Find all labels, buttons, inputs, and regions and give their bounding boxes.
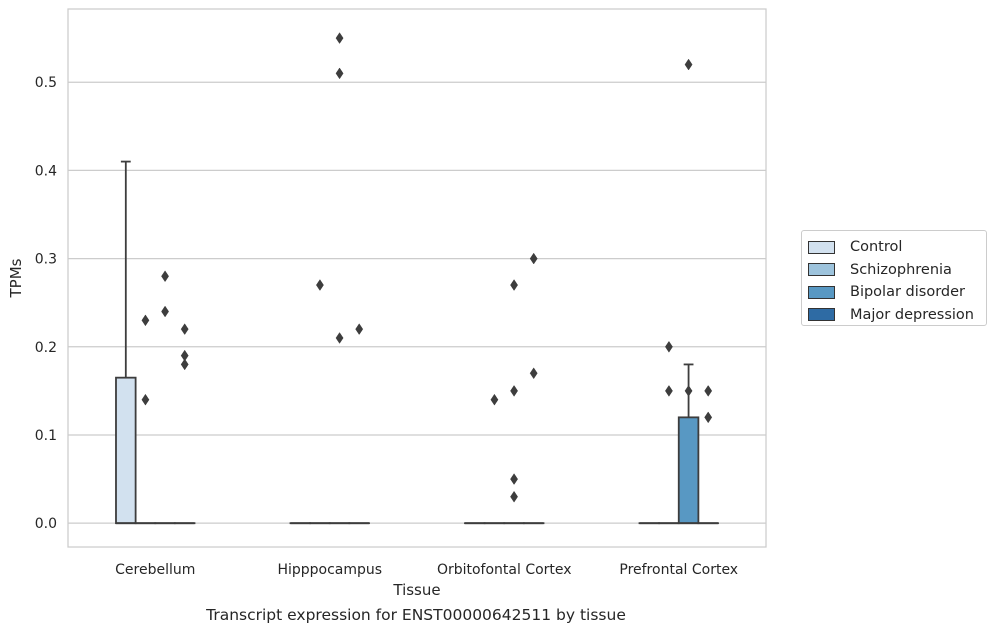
- y-tick-label: 0.2: [35, 340, 57, 356]
- outlier-point: [141, 393, 150, 406]
- outlier-point: [684, 385, 693, 397]
- legend-label: Bipolar disorder: [850, 284, 965, 301]
- outlier-point: [704, 385, 713, 397]
- legend-swatch: [808, 285, 835, 299]
- outlier-point: [490, 393, 499, 406]
- outlier-point: [141, 314, 150, 327]
- y-tick-label: 0.5: [35, 75, 57, 91]
- x-tick-label: Prefrontal Cortex: [619, 562, 738, 578]
- box: [677, 416, 700, 525]
- legend-swatch: [808, 263, 835, 277]
- chart-title: Transcript expression for ENST0000064251…: [206, 606, 626, 624]
- outlier-point: [510, 385, 518, 397]
- y-tick-label: 0.0: [35, 516, 57, 532]
- legend-label: Major depression: [850, 306, 974, 323]
- legend-label: Control: [850, 239, 903, 256]
- x-axis-label: Tissue: [392, 581, 440, 599]
- legend-item: Control: [808, 236, 986, 259]
- x-tick-labels: Cerebellum Hipppocampus Orbitofontal Corte…: [115, 562, 738, 578]
- legend-item: Schizophrenia: [808, 259, 986, 282]
- outlier-point: [665, 385, 673, 397]
- outlier-point: [180, 358, 189, 371]
- outlier-point: [180, 323, 189, 336]
- plot-area: [68, 9, 766, 547]
- outlier-point: [161, 270, 169, 283]
- y-tick-labels: 0.0 0.1 0.2 0.3 0.4 0.5: [35, 75, 57, 532]
- outlier-point: [510, 490, 518, 503]
- legend-swatch: [808, 308, 835, 322]
- outlier-point: [316, 279, 324, 291]
- y-tick-label: 0.3: [35, 252, 57, 268]
- plot-frame: [67, 8, 767, 548]
- outlier-point: [180, 349, 189, 362]
- legend-item: Major depression: [808, 304, 986, 327]
- outlier-point: [684, 58, 693, 71]
- outlier-point: [510, 279, 518, 291]
- x-tick-label: Orbitofontal Cortex: [437, 562, 572, 578]
- outlier-point: [704, 411, 713, 424]
- outlier-point: [161, 305, 169, 318]
- outlier-point: [529, 252, 538, 265]
- y-axis-label: TPMs: [7, 258, 25, 298]
- box-marks: [115, 32, 719, 525]
- legend: Control Schizophrenia Bipolar disorder Majo…: [801, 230, 987, 326]
- outlier-point: [335, 32, 344, 44]
- y-tick-label: 0.1: [35, 428, 57, 444]
- x-tick-label: Cerebellum: [115, 562, 195, 578]
- box: [115, 376, 137, 525]
- outlier-point: [665, 340, 673, 353]
- outlier-point: [335, 332, 344, 344]
- outlier-point: [529, 367, 538, 380]
- y-tick-label: 0.4: [35, 163, 57, 179]
- outlier-point: [510, 473, 518, 485]
- legend-label: Schizophrenia: [850, 261, 952, 278]
- x-tick-label: Hipppocampus: [277, 562, 382, 578]
- legend-swatch: [808, 240, 835, 254]
- outlier-point: [355, 323, 364, 336]
- outlier-point: [335, 67, 344, 80]
- legend-item: Bipolar disorder: [808, 281, 986, 304]
